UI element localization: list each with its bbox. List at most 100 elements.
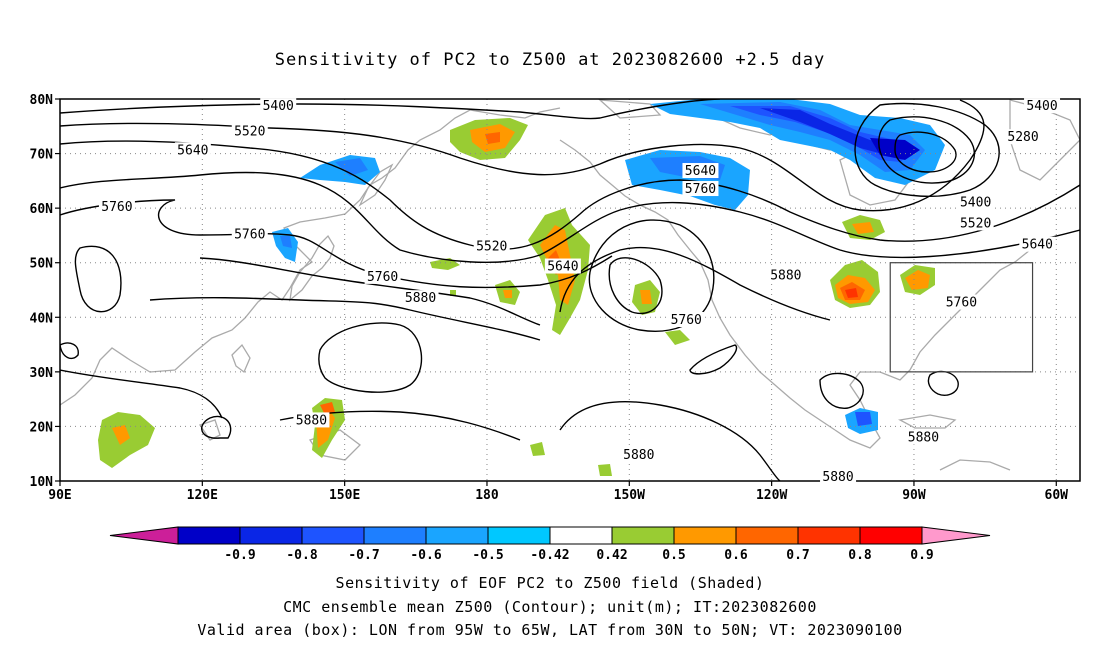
map-frame (59, 98, 1081, 482)
colorbar-label: -0.42 (530, 548, 569, 563)
lon-tick-label: 120W (756, 488, 787, 503)
contour-label: 5880 (296, 413, 327, 428)
lon-tick-label: 90E (48, 488, 71, 503)
colorbar-label: -0.9 (224, 548, 255, 563)
lon-tick-label: 150E (329, 488, 360, 503)
lat-tick-label: 30N (30, 366, 54, 381)
contour-label-bg (364, 268, 401, 284)
contour-label-bg (682, 163, 719, 179)
contour-label-bg (473, 238, 510, 254)
lat-tick-label: 40N (30, 311, 54, 326)
contour-label-bg (174, 142, 211, 158)
contour-label-bg (1019, 236, 1056, 252)
colorbar-swatch (425, 526, 489, 545)
contour-label-bg (402, 290, 439, 306)
lon-tick-label: 180 (475, 488, 499, 503)
colorbar-label: 0.42 (596, 548, 627, 563)
lat-tick-label: 60N (30, 202, 54, 217)
contour-label: 5400 (960, 196, 991, 211)
contour-label: 5280 (1007, 130, 1038, 145)
contour-label: 5880 (908, 430, 939, 445)
contour-label: 5760 (685, 182, 716, 197)
contour-label-bg (620, 446, 657, 462)
contour-label-bg (767, 267, 804, 283)
contour-label: 5520 (234, 125, 265, 140)
contour-label: 5640 (547, 260, 578, 275)
lat-tick-label: 80N (30, 93, 54, 108)
contour-label: 5880 (770, 268, 801, 283)
contour-label: 5880 (623, 448, 654, 463)
contour-label-bg (943, 294, 980, 310)
contour-label-bg (957, 215, 994, 231)
contour-labels: 5400 5520 5640 5760 5760 5520 5640 5760 5880 5640… (98, 98, 1061, 485)
contour-label-bg (820, 469, 857, 485)
colorbar-label: 0.8 (848, 548, 872, 563)
colorbar-swatch (859, 526, 923, 545)
figure-title: Sensitivity of PC2 to Z500 at 2023082600… (274, 50, 826, 70)
contour-label-bg (1005, 129, 1042, 145)
colorbar-swatch (797, 526, 861, 545)
z500-contours (60, 99, 1080, 481)
colorbar-label: 0.9 (910, 548, 933, 563)
contour-label-bg (231, 123, 268, 139)
colorbar-swatch (735, 526, 799, 545)
contour-label-bg (957, 194, 994, 210)
contour-label: 5640 (685, 164, 716, 179)
lon-tick-label: 150W (614, 488, 645, 503)
colorbar-label: -0.8 (286, 548, 317, 563)
contour-label: 5640 (1022, 238, 1053, 253)
contour-label: 5520 (476, 239, 507, 254)
lat-tick-label: 70N (30, 148, 54, 163)
contour-label-bg (293, 412, 330, 428)
sensitivity-shading (98, 99, 945, 476)
lon-tick-label: 90W (902, 488, 926, 503)
footer-line-2: CMC ensemble mean Z500 (Contour); unit(m… (283, 598, 817, 616)
footer-line-1: Sensitivity of EOF PC2 to Z500 field (Sh… (335, 574, 765, 592)
colorbar-label: -0.6 (410, 548, 441, 563)
lon-tick-label: 120E (187, 488, 218, 503)
lat-tick-label: 10N (30, 475, 54, 490)
colorbar-swatch (673, 526, 737, 545)
valid-area-box (889, 262, 1034, 373)
colorbar-swatch (177, 526, 241, 545)
colorbar-label: 0.7 (786, 548, 809, 563)
contour-label-bg (1024, 98, 1061, 114)
colorbar-label: -0.7 (348, 548, 379, 563)
lat-tick-label: 50N (30, 257, 54, 272)
contour-label-bg (905, 429, 942, 445)
contour-label: 5760 (367, 270, 398, 285)
contour-label: 5400 (263, 99, 294, 114)
colorbar-swatch (611, 526, 675, 545)
contour-label: 5880 (405, 291, 436, 306)
contour-label: 5760 (671, 313, 702, 328)
contour-label: 5760 (946, 296, 977, 311)
contour-label: 5760 (101, 200, 132, 215)
colorbar-swatch (549, 526, 613, 545)
contour-label: 5520 (960, 216, 991, 231)
colorbar-label: 0.6 (724, 548, 748, 563)
lon-tick-label: 60W (1045, 488, 1069, 503)
contour-label: 5400 (1026, 99, 1057, 114)
footer-line-3: Valid area (box): LON from 95W to 65W, L… (197, 621, 903, 639)
colorbar-swatch (301, 526, 365, 545)
colorbar-swatch (239, 526, 303, 545)
contour-label-bg (544, 258, 581, 274)
contour-label-bg (668, 312, 705, 328)
colorbar-min-arrow (109, 526, 179, 545)
colorbar-max-arrow (921, 526, 991, 545)
contour-label-bg (98, 199, 135, 215)
contour-label-bg (260, 98, 297, 114)
contour-label: 5760 (234, 227, 265, 242)
contour-label-bg (682, 181, 719, 197)
colorbar-swatch (487, 526, 551, 545)
colorbar: -0.9 -0.8 -0.7 -0.6 -0.5 -0.42 0.42 0.5 0.6 0.7 0.… (109, 526, 991, 563)
colorbar-swatch (363, 526, 427, 545)
lat-tick-label: 20N (30, 420, 54, 435)
contour-label: 5880 (822, 470, 853, 485)
contour-label-bg (231, 226, 268, 242)
colorbar-label: -0.5 (472, 548, 503, 563)
colorbar-label: 0.5 (662, 548, 685, 563)
contour-label: 5640 (177, 143, 208, 158)
